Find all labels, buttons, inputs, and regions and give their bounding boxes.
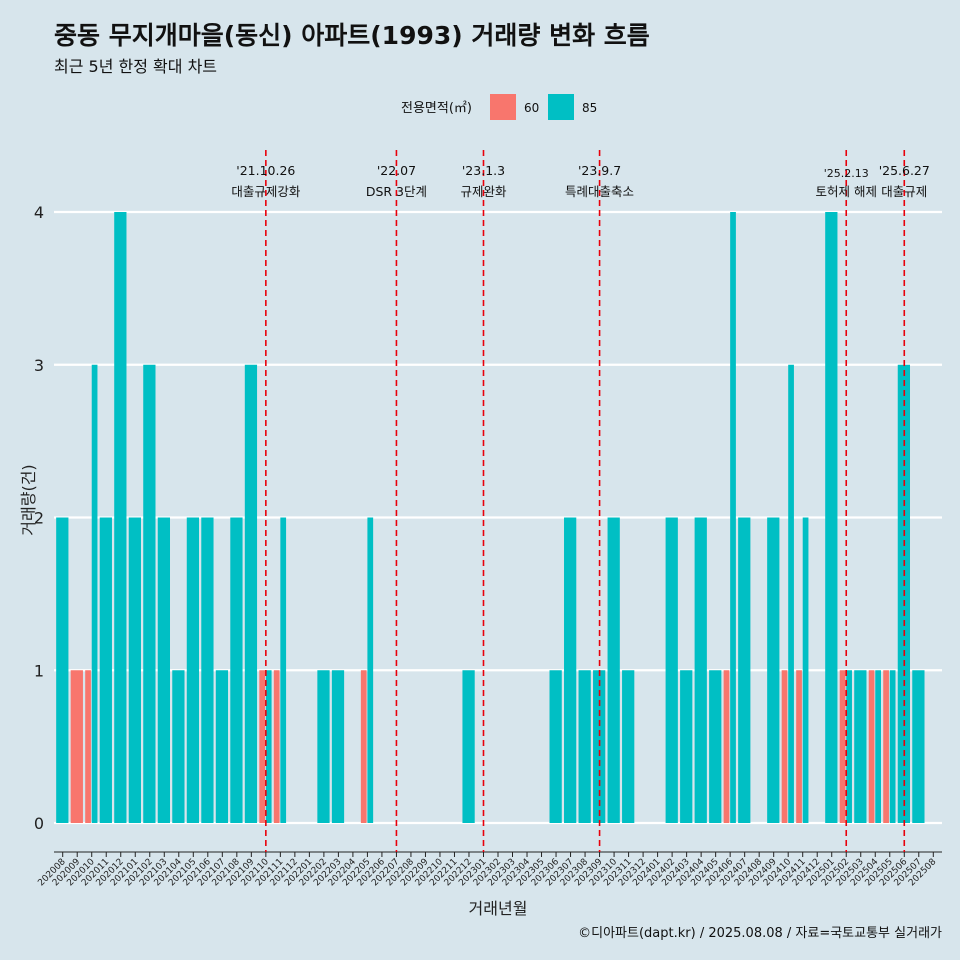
bar-85-202403 <box>680 670 693 823</box>
bar-60-202410 <box>781 670 788 823</box>
legend-swatch-85 <box>548 94 574 120</box>
bar-85-202404 <box>694 517 707 823</box>
legend-label-60: 60 <box>524 101 539 115</box>
event-date: '25.6.27 <box>879 163 930 178</box>
bar-85-202410 <box>788 364 794 823</box>
bar-60-202505 <box>883 670 889 823</box>
legend-swatch-60 <box>490 94 516 120</box>
y-axis-title: 거래량(건) <box>19 464 38 535</box>
event-label: 대출규제 <box>881 184 927 199</box>
bar-85-202106 <box>201 517 214 823</box>
bar-85-202202 <box>317 670 330 823</box>
y-tick-label: 4 <box>34 203 44 222</box>
bar-85-202012 <box>114 212 127 823</box>
y-tick-label: 3 <box>34 356 44 375</box>
bar-85-202105 <box>186 517 200 823</box>
bar-60-202411 <box>796 670 802 823</box>
bar-60-202406 <box>723 670 730 823</box>
legend-title: 전용면적(㎡) <box>401 101 472 116</box>
bar-60-202110 <box>259 670 266 823</box>
bar-85-202507 <box>912 670 925 823</box>
legend-label-85: 85 <box>582 101 597 115</box>
bar-85-202310 <box>607 517 620 823</box>
bar-85-202501 <box>825 212 838 823</box>
event-label: 규제완화 <box>460 184 507 199</box>
bar-85-202109 <box>244 364 258 823</box>
bar-85-202402 <box>665 517 678 823</box>
event-date: '23.1.3 <box>462 163 505 178</box>
bar-85-202306 <box>549 670 562 823</box>
event-date: '21.10.26 <box>236 163 295 178</box>
event-label: 특례대출축소 <box>565 184 634 199</box>
bar-85-202308 <box>578 670 591 823</box>
bar-85-202405 <box>709 670 722 823</box>
bar-85-202008 <box>56 517 69 823</box>
bar-85-202502 <box>846 670 852 823</box>
bar-85-202505 <box>889 670 896 823</box>
bar-60-202009 <box>70 670 83 823</box>
bar-85-202205 <box>367 517 374 823</box>
event-label: 대출규제강화 <box>231 184 301 199</box>
bar-85-202212 <box>462 670 475 823</box>
event-label: 토허제 해제 <box>815 184 876 199</box>
y-tick-label: 1 <box>34 661 44 680</box>
event-date: '23.9.7 <box>578 163 621 178</box>
bar-85-202110 <box>265 670 272 823</box>
bar-85-202309 <box>593 670 606 823</box>
event-date: '25.2.13 <box>824 167 869 180</box>
chart-subtitle: 최근 5년 한정 확대 차트 <box>54 57 218 76</box>
bar-60-202111 <box>273 670 280 823</box>
bar-60-202010 <box>85 670 91 823</box>
bar-85-202503 <box>854 670 867 823</box>
y-tick-label: 2 <box>34 509 44 528</box>
bar-60-202504 <box>868 670 875 823</box>
bar-85-202108 <box>230 517 243 823</box>
chart-title: 중동 무지개마을(동신) 아파트(1993) 거래량 변화 흐름 <box>54 21 650 50</box>
x-axis-title: 거래년월 <box>469 899 528 918</box>
bar-85-202307 <box>564 517 577 823</box>
bar-85-202011 <box>99 517 112 823</box>
bar-85-202411 <box>802 517 809 823</box>
source-caption: ©디아파트(dapt.kr) / 2025.08.08 / 자료=국토교통부 실… <box>578 926 942 941</box>
bar-85-202409 <box>767 517 780 823</box>
bar-85-202104 <box>172 670 185 823</box>
y-tick-label: 0 <box>34 814 44 833</box>
bar-85-202111 <box>280 517 287 823</box>
bar-85-202407 <box>738 517 751 823</box>
bar-85-202504 <box>875 670 881 823</box>
bar-85-202311 <box>622 670 635 823</box>
bar-85-202406 <box>730 212 736 823</box>
bar-85-202010 <box>91 364 98 823</box>
bar-85-202103 <box>157 517 171 823</box>
bar-60-202205 <box>360 670 367 823</box>
bar-85-202102 <box>143 364 156 823</box>
bar-85-202203 <box>331 670 345 823</box>
bar-60-202502 <box>839 670 846 823</box>
bar-85-202101 <box>128 517 141 823</box>
event-label: DSR 3단계 <box>366 184 427 199</box>
bar-85-202107 <box>215 670 229 823</box>
event-date: '22.07 <box>377 163 416 178</box>
